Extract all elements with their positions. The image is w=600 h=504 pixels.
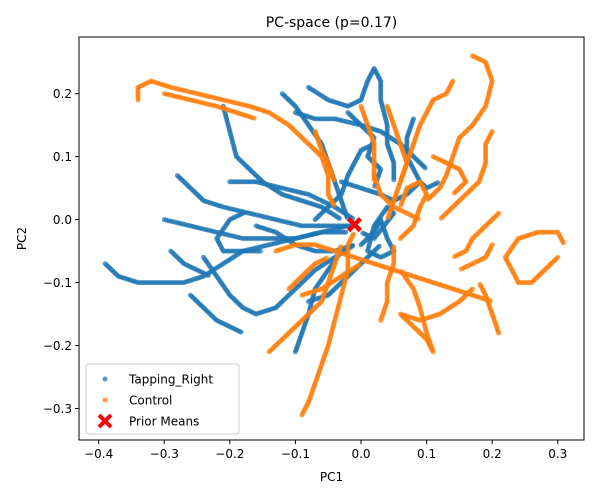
data-point: [251, 115, 257, 121]
data-point: [451, 190, 457, 196]
data-point: [343, 229, 349, 235]
y-axis: −0.3 −0.2 −0.1 0.0 0.1 0.2: [43, 87, 79, 416]
y-tick-label: −0.2: [43, 339, 72, 353]
data-point: [438, 215, 444, 221]
data-point: [376, 243, 382, 249]
x-tick-label: −0.1: [281, 447, 310, 461]
y-tick-label: 0.2: [53, 87, 72, 101]
legend: Tapping_Right Control Prior Means: [85, 363, 240, 435]
y-tick-label: −0.3: [43, 402, 72, 416]
data-point: [399, 269, 405, 275]
x-tick-label: −0.4: [84, 447, 113, 461]
data-point: [371, 177, 377, 183]
data-point: [258, 248, 263, 254]
x-axis: −0.4 −0.3 −0.2 −0.1 0.0 0.1 0.2 0.3: [84, 440, 567, 461]
plot-frame: [78, 36, 585, 441]
data-point: [477, 281, 483, 287]
data-point: [399, 312, 405, 318]
x-tick-label: −0.2: [215, 447, 244, 461]
x-tick-label: 0.2: [483, 447, 502, 461]
y-tick-label: 0.0: [53, 213, 72, 227]
y-tick-label: 0.1: [53, 150, 72, 164]
data-point: [337, 216, 342, 221]
data-point: [205, 272, 211, 278]
y-axis-label: PC2: [15, 227, 29, 250]
data-point: [391, 177, 397, 183]
data-point: [331, 177, 337, 183]
data-point: [356, 262, 362, 268]
y-tick-label: −0.1: [43, 276, 72, 290]
data-point: [338, 244, 344, 250]
data-point: [360, 230, 366, 236]
data-point: [351, 231, 356, 237]
data-point: [452, 254, 458, 259]
data-point: [385, 215, 391, 221]
data-point: [398, 202, 404, 208]
points-layer: [102, 53, 566, 418]
legend-marker-tapping-right: [102, 376, 108, 382]
data-point: [331, 202, 337, 208]
legend-label-tapping-right: Tapping_Right: [128, 373, 213, 387]
data-point: [238, 329, 244, 335]
data-point: [422, 165, 428, 171]
x-axis-label: PC1: [320, 470, 343, 484]
data-point: [391, 244, 397, 250]
legend-label-prior-means: Prior Means: [129, 415, 199, 429]
data-point: [435, 180, 441, 186]
legend-marker-prior-means: [97, 413, 113, 429]
x-tick-label: 0.0: [351, 447, 370, 461]
legend-box: [85, 363, 240, 435]
data-point: [323, 255, 329, 261]
series-tapping-right: [102, 66, 441, 355]
legend-label-control: Control: [129, 394, 172, 408]
x-tick-label: 0.3: [548, 447, 567, 461]
data-point: [560, 240, 566, 246]
data-point: [458, 266, 464, 272]
prior-mean-marker: [346, 217, 363, 233]
x-tick-label: −0.3: [150, 447, 179, 461]
legend-marker-control: [102, 397, 108, 403]
chart-title: PC-space (p=0.17): [266, 15, 398, 31]
series-control: [135, 53, 566, 418]
x-tick-label: 0.1: [417, 447, 436, 461]
data-point: [350, 242, 355, 248]
